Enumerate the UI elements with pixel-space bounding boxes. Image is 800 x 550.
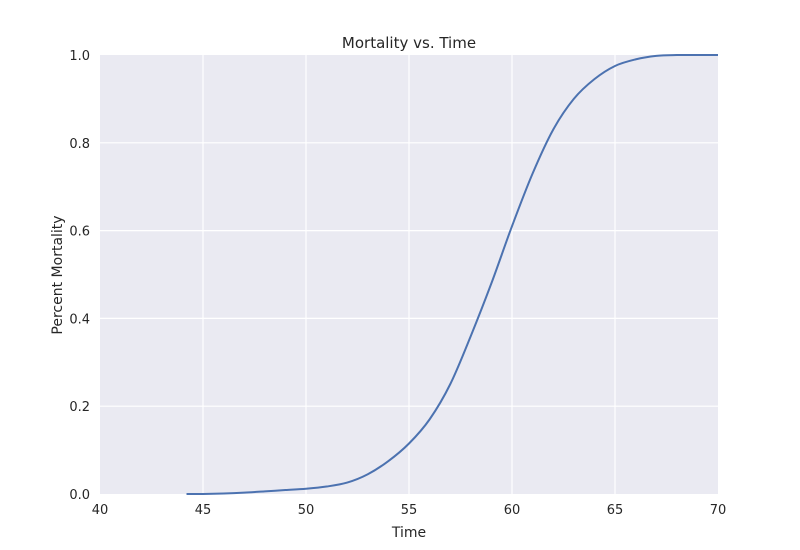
grid <box>100 55 718 494</box>
y-tick-label: 0.0 <box>69 488 90 503</box>
x-axis-ticks: 40 45 50 55 60 65 70 <box>92 503 727 518</box>
x-axis-label: Time <box>391 525 426 541</box>
y-tick-label: 0.8 <box>69 137 90 152</box>
y-axis-label: Percent Mortality <box>50 215 66 334</box>
x-tick-label: 55 <box>401 503 418 518</box>
x-tick-label: 60 <box>504 503 521 518</box>
x-tick-label: 40 <box>92 503 109 518</box>
y-tick-label: 1.0 <box>69 49 90 64</box>
series-layer <box>186 53 718 496</box>
x-tick-label: 45 <box>195 503 212 518</box>
y-tick-label: 0.2 <box>69 400 90 415</box>
y-tick-label: 0.4 <box>69 312 90 327</box>
x-tick-label: 65 <box>607 503 624 518</box>
y-axis-ticks: 0.0 0.2 0.4 0.6 0.8 1.0 <box>69 49 90 503</box>
chart-title: Mortality vs. Time <box>342 34 476 52</box>
x-tick-label: 50 <box>298 503 315 518</box>
y-tick-label: 0.6 <box>69 225 90 240</box>
x-tick-label: 70 <box>710 503 727 518</box>
series-line <box>186 53 718 496</box>
